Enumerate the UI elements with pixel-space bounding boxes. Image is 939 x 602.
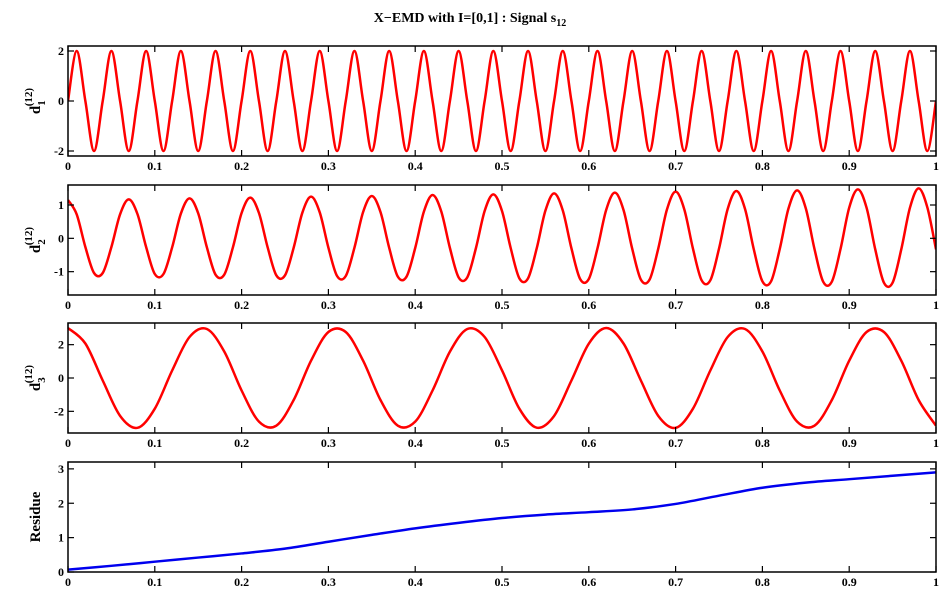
data-line: [68, 326, 936, 430]
x-tick-label: 1: [933, 575, 939, 589]
y-label-superscript: (12): [23, 88, 35, 107]
y-tick-label: -2: [54, 144, 64, 158]
x-tick-label: 0.9: [842, 575, 857, 589]
plot-area: [68, 326, 936, 430]
y-tick-label: -1: [54, 265, 64, 279]
y-tick-label: 1: [58, 198, 64, 212]
plot-frame: [67, 322, 937, 434]
x-tick-label: 0.7: [668, 159, 683, 173]
x-tick-label: 0.1: [147, 436, 162, 450]
x-tick-label: 0.3: [321, 436, 336, 450]
x-tick-label: 0.6: [581, 575, 596, 589]
y-label-text: Residue: [28, 491, 44, 542]
x-tick-label: 0.5: [495, 159, 510, 173]
y-tick-label: 0: [58, 231, 64, 245]
x-tick-label: 0.8: [755, 298, 770, 312]
x-tick-label: 0.6: [581, 436, 596, 450]
x-tick-label: 0.1: [147, 575, 162, 589]
y-tick-label: 2: [58, 338, 64, 352]
x-tick-label: 0: [65, 575, 71, 589]
x-tick-label: 0.4: [408, 298, 423, 312]
plot-frame: [67, 184, 937, 296]
y-axis-label: Residue: [28, 491, 44, 542]
y-label-superscript: (12): [23, 227, 35, 246]
plot-area: [68, 471, 936, 571]
title-subscript: 12: [556, 18, 566, 29]
y-tick-label: 2: [58, 496, 64, 510]
x-tick-label: 0.3: [321, 575, 336, 589]
y-label-superscript: (12): [23, 365, 35, 384]
y-label-text: d: [28, 105, 44, 114]
plot-area: [68, 187, 936, 289]
x-tick-label: 0.8: [755, 159, 770, 173]
y-label-subscript: 1: [36, 100, 48, 106]
x-tick-label: 0.7: [668, 575, 683, 589]
x-tick-label: 1: [933, 159, 939, 173]
y-tick-label: 1: [58, 531, 64, 545]
x-tick-label: 1: [933, 436, 939, 450]
x-tick-label: 0.2: [234, 298, 249, 312]
y-label-text: d: [28, 244, 44, 253]
x-tick-label: 0.9: [842, 298, 857, 312]
x-tick-label: 0.1: [147, 159, 162, 173]
x-tick-label: 0.5: [495, 298, 510, 312]
y-tick-label: 0: [58, 371, 64, 385]
plot-area: [68, 49, 936, 153]
chart-title: X−EMD with I=[0,1] : Signal s12: [374, 11, 566, 29]
title-text: X−EMD with I=[0,1] : Signal s: [374, 11, 557, 26]
x-tick-label: 0.7: [668, 436, 683, 450]
x-tick-label: 0.5: [495, 575, 510, 589]
x-tick-label: 0.6: [581, 159, 596, 173]
x-tick-label: 0.6: [581, 298, 596, 312]
x-tick-label: 0.8: [755, 436, 770, 450]
x-tick-label: 0.2: [234, 575, 249, 589]
x-tick-label: 0.9: [842, 436, 857, 450]
x-tick-label: 0.2: [234, 159, 249, 173]
x-tick-label: 0.4: [408, 436, 423, 450]
x-tick-label: 1: [933, 298, 939, 312]
y-tick-label: 2: [58, 44, 64, 58]
x-tick-label: 0: [65, 436, 71, 450]
x-tick-label: 0.4: [408, 159, 423, 173]
y-axis-label: d2(12): [23, 227, 48, 254]
y-label-text: d: [28, 382, 44, 391]
x-tick-label: 0.2: [234, 436, 249, 450]
data-line: [68, 187, 936, 289]
y-axis-label: d3(12): [23, 365, 48, 392]
y-tick-label: 0: [58, 565, 64, 579]
x-tick-label: 0.5: [495, 436, 510, 450]
y-tick-label: -2: [54, 404, 64, 418]
x-tick-label: 0: [65, 159, 71, 173]
x-tick-label: 0.3: [321, 159, 336, 173]
x-tick-label: 0.7: [668, 298, 683, 312]
data-line: [68, 49, 936, 153]
x-tick-label: 0: [65, 298, 71, 312]
x-tick-label: 0.8: [755, 575, 770, 589]
y-axis-label: d1(12): [23, 88, 48, 115]
x-tick-label: 0.4: [408, 575, 423, 589]
x-tick-label: 0.1: [147, 298, 162, 312]
x-tick-label: 0.3: [321, 298, 336, 312]
x-tick-label: 0.9: [842, 159, 857, 173]
y-tick-label: 0: [58, 94, 64, 108]
data-line: [68, 471, 936, 571]
y-tick-label: 3: [58, 462, 64, 476]
y-label-subscript: 2: [36, 239, 48, 245]
y-label-subscript: 3: [36, 377, 48, 383]
